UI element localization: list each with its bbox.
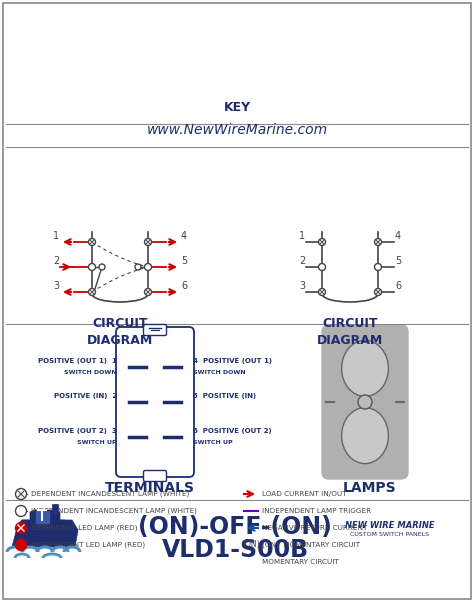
Text: 5: 5: [181, 256, 187, 266]
FancyBboxPatch shape: [116, 327, 194, 477]
Circle shape: [319, 288, 326, 296]
Text: 6: 6: [395, 281, 401, 291]
Text: 2: 2: [53, 256, 59, 266]
Text: DEPENDENT INCANDESCENT LAMP (WHITE): DEPENDENT INCANDESCENT LAMP (WHITE): [31, 491, 189, 497]
Circle shape: [145, 264, 152, 270]
FancyBboxPatch shape: [144, 471, 166, 482]
Polygon shape: [52, 504, 58, 510]
Circle shape: [374, 264, 382, 270]
Text: 4: 4: [395, 231, 401, 241]
Circle shape: [89, 264, 95, 270]
Text: 1: 1: [299, 231, 305, 241]
Circle shape: [319, 264, 326, 270]
Polygon shape: [30, 510, 60, 520]
Ellipse shape: [342, 408, 388, 464]
Text: CIRCUIT
DIAGRAM: CIRCUIT DIAGRAM: [87, 317, 153, 347]
Text: MOMENTARY CIRCUIT: MOMENTARY CIRCUIT: [262, 559, 339, 565]
Circle shape: [89, 238, 95, 246]
FancyBboxPatch shape: [3, 3, 471, 599]
Text: VLD1-S00B: VLD1-S00B: [162, 538, 309, 562]
Polygon shape: [35, 510, 50, 524]
Circle shape: [16, 488, 27, 500]
Text: 3: 3: [53, 281, 59, 291]
Text: 3: 3: [299, 281, 305, 291]
Text: 5  POSITIVE (IN): 5 POSITIVE (IN): [193, 393, 256, 399]
Ellipse shape: [342, 340, 388, 396]
Text: NEW WIRE MARINE: NEW WIRE MARINE: [345, 521, 435, 530]
Text: LOAD CURRENT IN/OUT: LOAD CURRENT IN/OUT: [262, 491, 346, 497]
Circle shape: [135, 264, 141, 270]
Circle shape: [16, 506, 27, 517]
Text: SWITCH UP: SWITCH UP: [77, 440, 117, 445]
Text: (ON)  MOMENTARY CIRCUIT: (ON) MOMENTARY CIRCUIT: [262, 542, 360, 548]
Circle shape: [374, 288, 382, 296]
Polygon shape: [12, 520, 78, 547]
Circle shape: [374, 238, 382, 246]
Text: INDEPENDENT LED LAMP (RED): INDEPENDENT LED LAMP (RED): [31, 542, 145, 548]
Circle shape: [319, 238, 326, 246]
Text: 4: 4: [181, 231, 187, 241]
Text: SWITCH DOWN: SWITCH DOWN: [64, 370, 117, 375]
Text: 5: 5: [395, 256, 401, 266]
Text: INDEPENDENT LAMP TRIGGER: INDEPENDENT LAMP TRIGGER: [262, 508, 371, 514]
Text: 6: 6: [181, 281, 187, 291]
Circle shape: [358, 395, 372, 409]
Text: (ON)-OFF-(ON): (ON)-OFF-(ON): [138, 515, 332, 539]
Circle shape: [99, 264, 105, 270]
Text: SWITCH DOWN: SWITCH DOWN: [193, 370, 246, 375]
Text: KEY: KEY: [223, 101, 251, 114]
Text: 1: 1: [53, 231, 59, 241]
Text: POSITIVE (OUT 1)  1: POSITIVE (OUT 1) 1: [38, 358, 117, 364]
Text: 6  POSITIVE (OUT 2): 6 POSITIVE (OUT 2): [193, 428, 272, 434]
Text: 2: 2: [299, 256, 305, 266]
Text: POSITIVE (OUT 2)  3: POSITIVE (OUT 2) 3: [38, 428, 117, 434]
Text: LAMPS: LAMPS: [343, 481, 397, 495]
Circle shape: [16, 523, 27, 533]
Text: SWITCH UP: SWITCH UP: [193, 440, 233, 445]
Circle shape: [16, 539, 27, 550]
Text: DEPENDENT LED LAMP (RED): DEPENDENT LED LAMP (RED): [31, 525, 137, 531]
FancyBboxPatch shape: [144, 324, 166, 335]
FancyBboxPatch shape: [322, 325, 408, 479]
Circle shape: [89, 288, 95, 296]
Text: POSITIVE (IN)  2: POSITIVE (IN) 2: [54, 393, 117, 399]
Circle shape: [145, 288, 152, 296]
Polygon shape: [22, 520, 65, 537]
Text: CIRCUIT
DIAGRAM: CIRCUIT DIAGRAM: [317, 317, 383, 347]
Text: 4  POSITIVE (OUT 1): 4 POSITIVE (OUT 1): [193, 358, 272, 364]
Text: NEGATIVE RETURN CURRENT: NEGATIVE RETURN CURRENT: [262, 525, 367, 531]
Text: www.NewWireMarine.com: www.NewWireMarine.com: [146, 123, 328, 137]
Text: TERMINALS: TERMINALS: [105, 481, 195, 495]
Circle shape: [145, 238, 152, 246]
Text: CUSTOM SWITCH PANELS: CUSTOM SWITCH PANELS: [350, 532, 429, 536]
Text: INDEPENDENT INCANDESCENT LAMP (WHITE): INDEPENDENT INCANDESCENT LAMP (WHITE): [31, 507, 197, 514]
Text: (ON): (ON): [242, 541, 260, 550]
